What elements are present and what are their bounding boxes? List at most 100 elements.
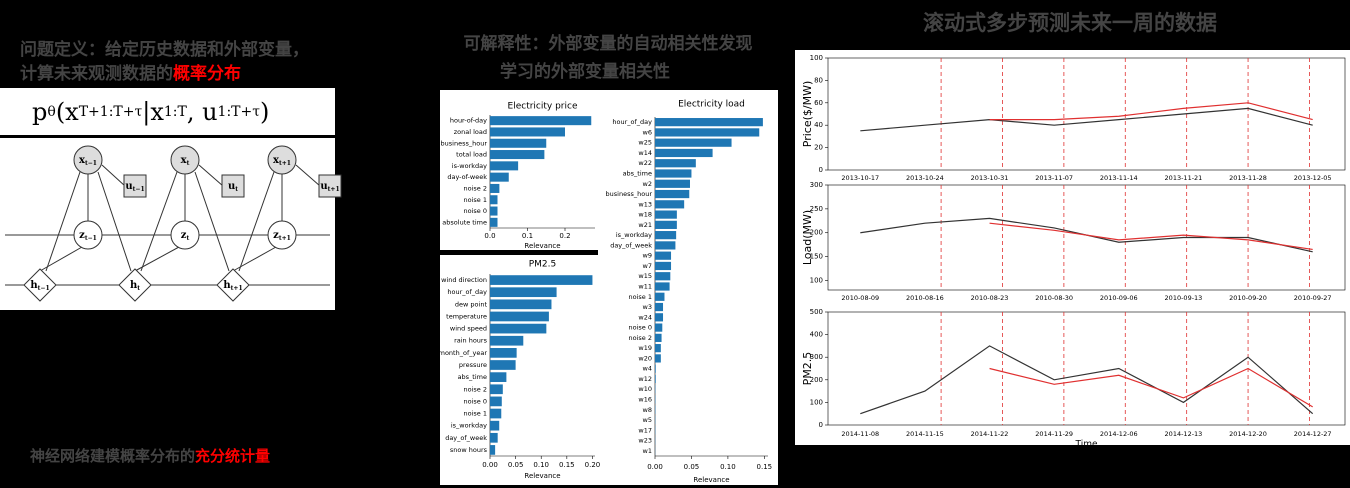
y-tick-label: noise 2 bbox=[629, 334, 653, 342]
formula-sub: θ bbox=[47, 103, 56, 120]
node bbox=[267, 145, 297, 175]
node-sub: t−1 bbox=[38, 285, 50, 292]
node bbox=[118, 268, 152, 302]
bar bbox=[655, 231, 677, 240]
bar bbox=[655, 179, 690, 188]
heading-text: 计算未来观测数据的 bbox=[20, 63, 173, 84]
bar bbox=[490, 335, 524, 346]
edge bbox=[45, 171, 81, 272]
y-tick-label: w6 bbox=[643, 128, 652, 136]
y-tick-label: 60 bbox=[814, 99, 823, 107]
bar bbox=[490, 432, 498, 443]
y-axis-label: PM2.5 bbox=[801, 352, 814, 386]
y-tick-label: pressure bbox=[459, 361, 487, 369]
y-tick-label: hour-of-day bbox=[450, 117, 487, 125]
node-sub: t+1 bbox=[279, 235, 291, 242]
node-sub: t−1 bbox=[133, 186, 145, 193]
heading-highlight: 概率分布 bbox=[173, 63, 241, 84]
node-symbol: h bbox=[223, 280, 231, 291]
y-tick-label: 200 bbox=[810, 376, 823, 384]
node bbox=[73, 145, 103, 175]
x-tick-label: 0.1 bbox=[522, 232, 533, 240]
bar bbox=[655, 128, 760, 137]
bar bbox=[655, 374, 656, 384]
series-line bbox=[860, 107, 1313, 132]
bar bbox=[490, 217, 498, 227]
x-axis-label: Relevance bbox=[524, 472, 560, 480]
right-title: 滚动式多步预测未来一周的数据 bbox=[923, 11, 1217, 35]
y-tick-label: w17 bbox=[638, 426, 652, 434]
bar bbox=[655, 272, 671, 281]
x-tick-label: 2010-08-09 bbox=[841, 294, 879, 302]
y-tick-label: business_hour bbox=[606, 190, 653, 198]
node-sub: t bbox=[137, 285, 140, 292]
y-tick-label: w7 bbox=[643, 262, 652, 270]
node-label: zt+1 bbox=[273, 230, 291, 242]
y-tick-label: w12 bbox=[638, 375, 652, 383]
node-label: xt−1 bbox=[79, 155, 97, 167]
series-line bbox=[989, 367, 1313, 408]
node bbox=[23, 268, 57, 302]
bar bbox=[655, 323, 663, 332]
x-tick-label: 0.00 bbox=[482, 461, 498, 469]
formula-part: ) bbox=[259, 97, 270, 126]
y-tick-label: w20 bbox=[638, 354, 652, 362]
bar bbox=[490, 150, 545, 160]
node-symbol: h bbox=[30, 280, 38, 291]
node-symbol: h bbox=[130, 280, 138, 291]
x-tick-label: 2013-11-14 bbox=[1100, 174, 1138, 182]
y-tick-label: w13 bbox=[638, 200, 652, 208]
bar bbox=[490, 161, 519, 171]
node bbox=[73, 220, 103, 250]
bar bbox=[655, 210, 677, 219]
node-label: zt−1 bbox=[79, 230, 97, 242]
bar bbox=[490, 183, 500, 193]
bar bbox=[490, 172, 509, 182]
bar bbox=[490, 311, 549, 322]
formula-sub: T+1:T+τ bbox=[78, 103, 143, 120]
x-tick-label: 2010-08-30 bbox=[1035, 294, 1073, 302]
x-tick-label: 2013-10-31 bbox=[971, 174, 1009, 182]
bar bbox=[655, 200, 685, 209]
node-symbol: u bbox=[228, 181, 235, 192]
node bbox=[267, 220, 297, 250]
bar bbox=[655, 364, 656, 373]
node-sub: t−1 bbox=[85, 235, 97, 242]
node bbox=[216, 268, 250, 302]
node-label: ht−1 bbox=[30, 280, 49, 292]
y-tick-label: day-of-week bbox=[447, 173, 487, 181]
bar bbox=[655, 344, 661, 353]
bar bbox=[655, 282, 670, 291]
x-axis-label: Time bbox=[1074, 440, 1097, 450]
series-line bbox=[989, 222, 1313, 251]
y-tick-label: dew point bbox=[455, 300, 488, 308]
bar bbox=[655, 169, 692, 178]
x-tick-label: 0.10 bbox=[533, 461, 549, 469]
footer-text: 神经网络建模概率分布的 bbox=[30, 447, 195, 465]
y-tick-label: 100 bbox=[810, 398, 823, 406]
x-tick-label: 2014-12-20 bbox=[1229, 430, 1267, 438]
y-tick-label: business_hour bbox=[441, 139, 488, 147]
y-tick-label: rain hours bbox=[454, 337, 488, 345]
y-tick-label: 200 bbox=[810, 229, 823, 237]
y-tick-label: 100 bbox=[810, 276, 823, 284]
node-sub: t−1 bbox=[85, 160, 97, 167]
node-label: zt bbox=[181, 230, 190, 242]
y-tick-label: w25 bbox=[638, 139, 652, 147]
y-tick-label: w16 bbox=[638, 396, 652, 404]
bar bbox=[655, 241, 676, 250]
node-label: ut+1 bbox=[320, 181, 339, 193]
formula-part: (x bbox=[55, 97, 79, 126]
x-tick-label: 2013-10-17 bbox=[841, 174, 879, 182]
x-tick-label: 2010-08-16 bbox=[906, 294, 944, 302]
node-sub: t bbox=[235, 186, 238, 193]
x-tick-label: 2010-09-20 bbox=[1229, 294, 1267, 302]
node-symbol: x bbox=[181, 155, 188, 166]
node-sub: t bbox=[187, 160, 190, 167]
bar bbox=[490, 323, 547, 334]
y-tick-label: is_workday bbox=[616, 231, 652, 239]
bar bbox=[655, 261, 672, 271]
y-tick-label: 400 bbox=[810, 331, 823, 339]
y-tick-label: w5 bbox=[643, 416, 652, 424]
